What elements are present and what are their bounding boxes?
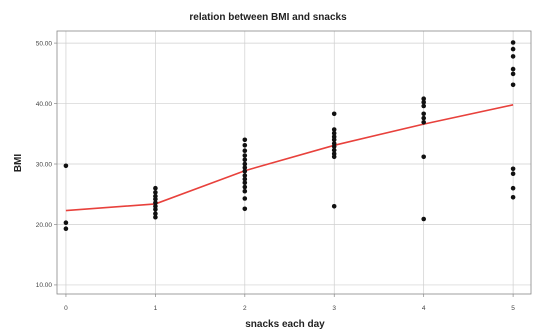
data-point (242, 161, 248, 167)
data-point (153, 207, 158, 212)
data-point (153, 214, 158, 220)
data-point (331, 111, 337, 117)
data-point (242, 188, 248, 194)
data-point (153, 185, 158, 191)
data-point (421, 100, 427, 105)
data-point (63, 163, 69, 169)
data-point (63, 226, 69, 231)
data-point (242, 196, 248, 201)
y-tick-label: 50.00 (36, 40, 53, 47)
data-point (242, 176, 248, 182)
x-tick-label: 4 (422, 305, 426, 312)
data-point (510, 40, 516, 45)
data-point (242, 173, 248, 178)
data-points (63, 40, 516, 231)
fit-line (65, 104, 514, 212)
data-point (242, 137, 248, 143)
data-point (421, 103, 427, 109)
data-point (153, 200, 158, 205)
y-tick-label: 20.00 (36, 222, 53, 229)
data-point (510, 166, 516, 172)
x-axis-ticks: 0 1 2 3 4 5 (64, 294, 515, 312)
data-point (331, 147, 337, 153)
data-point (421, 120, 427, 125)
data-point (510, 195, 516, 200)
data-point (242, 157, 248, 163)
data-point (510, 171, 516, 176)
y-tick-label: 10.00 (36, 282, 53, 289)
data-point (242, 180, 248, 186)
data-point (331, 204, 337, 209)
x-tick-label: 1 (154, 305, 158, 312)
data-point (242, 165, 248, 170)
x-axis-label: snacks each day (245, 319, 325, 330)
data-point (510, 66, 516, 72)
x-tick-label: 0 (64, 305, 68, 312)
data-point (242, 148, 248, 153)
data-point (153, 190, 158, 195)
data-point (331, 130, 337, 136)
y-axis-label: BMI (13, 154, 24, 173)
data-point (331, 137, 337, 143)
y-tick-label: 30.00 (36, 161, 53, 168)
data-point (242, 169, 248, 174)
data-point (421, 216, 427, 222)
data-point (331, 144, 337, 149)
data-point (510, 46, 516, 52)
chart-title: relation between BMI and snacks (189, 12, 347, 23)
data-point (421, 96, 427, 101)
data-point (510, 185, 516, 191)
data-point (63, 220, 69, 225)
data-point (510, 54, 516, 59)
y-axis-ticks: 10.00 20.00 30.00 40.00 50.00 (36, 40, 57, 289)
x-tick-label: 2 (243, 305, 247, 312)
data-point (421, 115, 427, 121)
data-point (242, 143, 248, 148)
data-point (242, 153, 248, 158)
plot-frame (56, 30, 532, 295)
data-point (242, 206, 248, 212)
y-tick-label: 40.00 (36, 101, 53, 108)
data-point (331, 154, 337, 160)
data-point (510, 71, 516, 77)
data-point (153, 196, 158, 202)
data-point (421, 154, 427, 160)
x-tick-label: 5 (511, 305, 515, 312)
data-point (421, 111, 427, 117)
data-point (153, 211, 158, 216)
data-point (510, 82, 516, 88)
x-tick-label: 3 (332, 305, 336, 312)
data-point (331, 127, 337, 132)
data-point (242, 184, 248, 190)
